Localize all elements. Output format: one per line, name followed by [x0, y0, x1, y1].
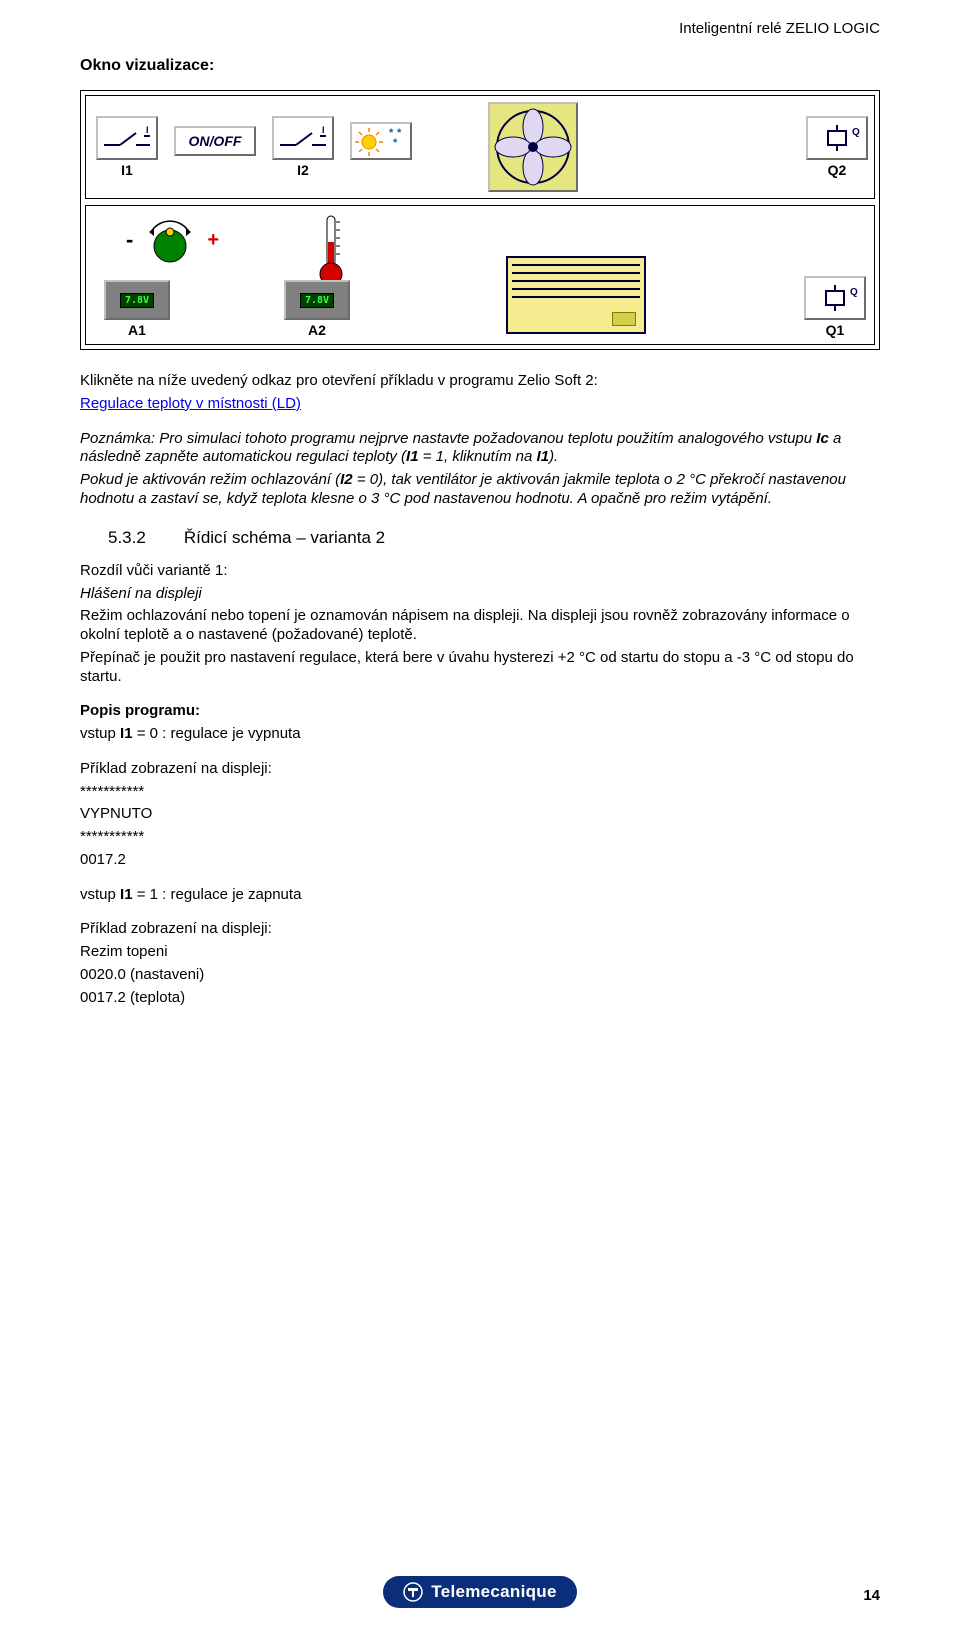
- display2-title: Příklad zobrazení na displeji:: [80, 920, 880, 939]
- svg-text:I: I: [322, 125, 325, 135]
- footer-brand: Telemecanique: [383, 1576, 576, 1608]
- viz-row-2: - + 7.8V A1: [85, 205, 875, 345]
- display1-l1: ***********: [80, 783, 880, 802]
- onoff-button[interactable]: ON/OFF: [174, 126, 256, 156]
- potentiometer-group: - +: [126, 214, 219, 266]
- analog-a2[interactable]: 7.8V A2: [284, 280, 350, 338]
- label-i1: I1: [121, 162, 133, 178]
- note-p1: Poznámka: Pro simulaci tohoto programu n…: [80, 430, 880, 468]
- diff-line2: Hlášení na displeji: [80, 585, 880, 604]
- display2-l1: Rezim topeni: [80, 943, 880, 962]
- plus-label[interactable]: +: [207, 229, 219, 252]
- label-a1: A1: [128, 322, 146, 338]
- body-text: Klikněte na níže uvedený odkaz pro otevř…: [80, 372, 880, 1007]
- relay-icon: Q: [804, 276, 866, 320]
- label-q1: Q1: [826, 322, 845, 338]
- page: Inteligentní relé ZELIO LOGIC Okno vizua…: [0, 0, 960, 1632]
- display1-l3: ***********: [80, 828, 880, 847]
- label-i2: I2: [297, 162, 309, 178]
- svg-text:I: I: [146, 125, 149, 135]
- display2-l2: 0020.0 (nastaveni): [80, 966, 880, 985]
- heater-icon: [506, 256, 646, 334]
- relay-icon: Q: [806, 116, 868, 160]
- brand-icon: [403, 1582, 423, 1602]
- page-number: 14: [863, 1587, 880, 1604]
- footer: Telemecanique 14: [0, 1576, 960, 1608]
- analog-a1[interactable]: 7.8V A1: [104, 280, 170, 338]
- prog-title: Popis programu:: [80, 702, 880, 721]
- diff-line1: Rozdíl vůči variantě 1:: [80, 562, 880, 581]
- heater: [506, 256, 646, 334]
- diff-line3: Režim ochlazování nebo topení je oznamov…: [80, 607, 880, 645]
- prog2-l1: vstup I1 = 1 : regulace je zapnuta: [80, 886, 880, 905]
- svg-text:Q: Q: [850, 287, 858, 298]
- svg-text:Q: Q: [852, 127, 860, 138]
- note-p2: Pokud je aktivován režim ochlazování (I2…: [80, 471, 880, 509]
- label-a2: A2: [308, 322, 326, 338]
- section-title: Okno vizualizace:: [80, 57, 880, 75]
- onoff-icon: ON/OFF: [174, 126, 256, 156]
- output-q2[interactable]: Q Q2: [806, 116, 868, 178]
- input-i2[interactable]: I I2: [272, 116, 334, 178]
- fan: [488, 102, 578, 192]
- prog-l1: vstup I1 = 0 : regulace je vypnuta: [80, 725, 880, 744]
- svg-text:*: *: [393, 137, 398, 149]
- viz-row-1: I I1 ON/OFF I: [85, 95, 875, 199]
- analog-display-icon: 7.8V: [284, 280, 350, 320]
- switch-icon: I: [272, 116, 334, 160]
- diff-line4: Přepínač je použit pro nastavení regulac…: [80, 649, 880, 687]
- example-link[interactable]: Regulace teploty v místnosti (LD): [80, 395, 301, 412]
- fan-icon: [488, 102, 578, 192]
- display1-l4: 0017.2: [80, 851, 880, 870]
- input-i1[interactable]: I I1: [96, 116, 158, 178]
- label-q2: Q2: [828, 162, 847, 178]
- sun-snow-icon: * * *: [350, 122, 412, 160]
- header-right: Inteligentní relé ZELIO LOGIC: [80, 20, 880, 37]
- potentiometer-icon[interactable]: [139, 214, 201, 266]
- weather-icon-group: * * *: [350, 122, 412, 160]
- analog-display-icon: 7.8V: [104, 280, 170, 320]
- visualization-window: I I1 ON/OFF I: [80, 90, 880, 350]
- minus-label[interactable]: -: [126, 227, 133, 253]
- svg-text:*: *: [397, 127, 402, 139]
- switch-icon: I: [96, 116, 158, 160]
- display1-title: Příklad zobrazení na displeji:: [80, 760, 880, 779]
- display1-l2: VYPNUTO: [80, 805, 880, 824]
- output-q1[interactable]: Q Q1: [804, 276, 866, 338]
- display2-l3: 0017.2 (teplota): [80, 989, 880, 1008]
- heading-5-3-2: 5.3.2Řídicí schéma – varianta 2: [108, 527, 880, 548]
- link-intro: Klikněte na níže uvedený odkaz pro otevř…: [80, 372, 880, 391]
